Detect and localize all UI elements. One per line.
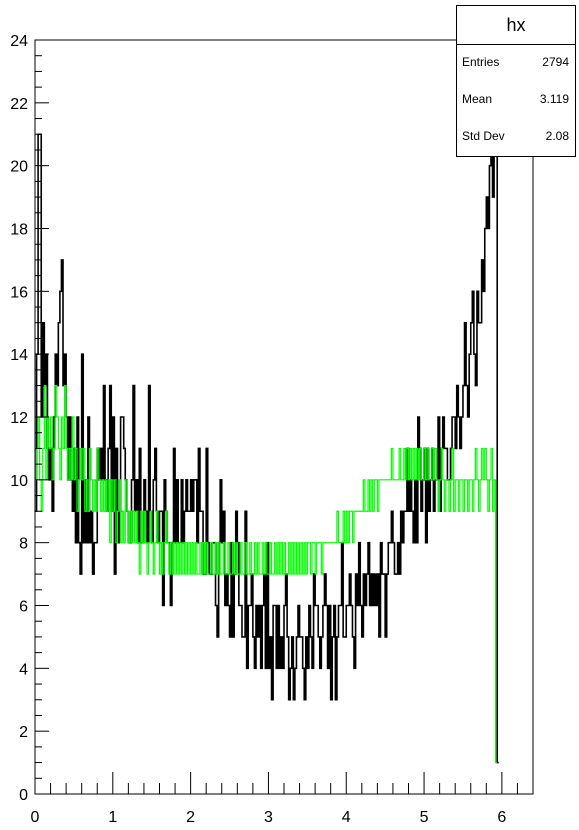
y-tick-label: 22 <box>10 96 28 113</box>
y-tick-label: 14 <box>10 347 28 364</box>
y-tick-label: 8 <box>19 536 28 553</box>
x-tick-label: 0 <box>31 809 40 826</box>
stats-value: 2.08 <box>545 129 569 143</box>
y-tick-label: 10 <box>10 473 28 490</box>
x-tick-label: 3 <box>264 809 273 826</box>
stats-box: hx Entries 2794 Mean 3.119 Std Dev 2.08 <box>456 5 576 157</box>
y-tick-label: 6 <box>19 599 28 616</box>
y-tick-label: 20 <box>10 159 28 176</box>
stats-label: Mean <box>462 92 493 106</box>
x-tick-label: 2 <box>186 809 195 826</box>
y-tick-label: 16 <box>10 284 28 301</box>
x-tick-label: 1 <box>108 809 117 826</box>
y-tick-label: 2 <box>19 724 28 741</box>
stats-label: Std Dev <box>462 129 505 143</box>
stats-title: hx <box>457 6 575 45</box>
y-tick-label: 12 <box>10 410 28 427</box>
y-tick-label: 0 <box>19 787 28 804</box>
stats-row-mean: Mean 3.119 <box>457 82 575 119</box>
y-tick-label: 24 <box>10 33 28 50</box>
x-tick-label: 6 <box>497 809 506 826</box>
x-tick-label: 5 <box>420 809 429 826</box>
series-green-histogram <box>35 384 498 764</box>
x-axis: 0 1 2 3 4 5 6 <box>31 772 534 826</box>
stats-value: 2794 <box>542 55 569 69</box>
stats-value: 3.119 <box>539 92 569 106</box>
y-tick-label: 18 <box>10 222 28 239</box>
stats-label: Entries <box>462 55 500 69</box>
y-tick-label: 4 <box>19 661 28 678</box>
stats-row-stddev: Std Dev 2.08 <box>457 119 575 156</box>
x-tick-label: 4 <box>342 809 351 826</box>
stats-row-entries: Entries 2794 <box>457 45 575 82</box>
